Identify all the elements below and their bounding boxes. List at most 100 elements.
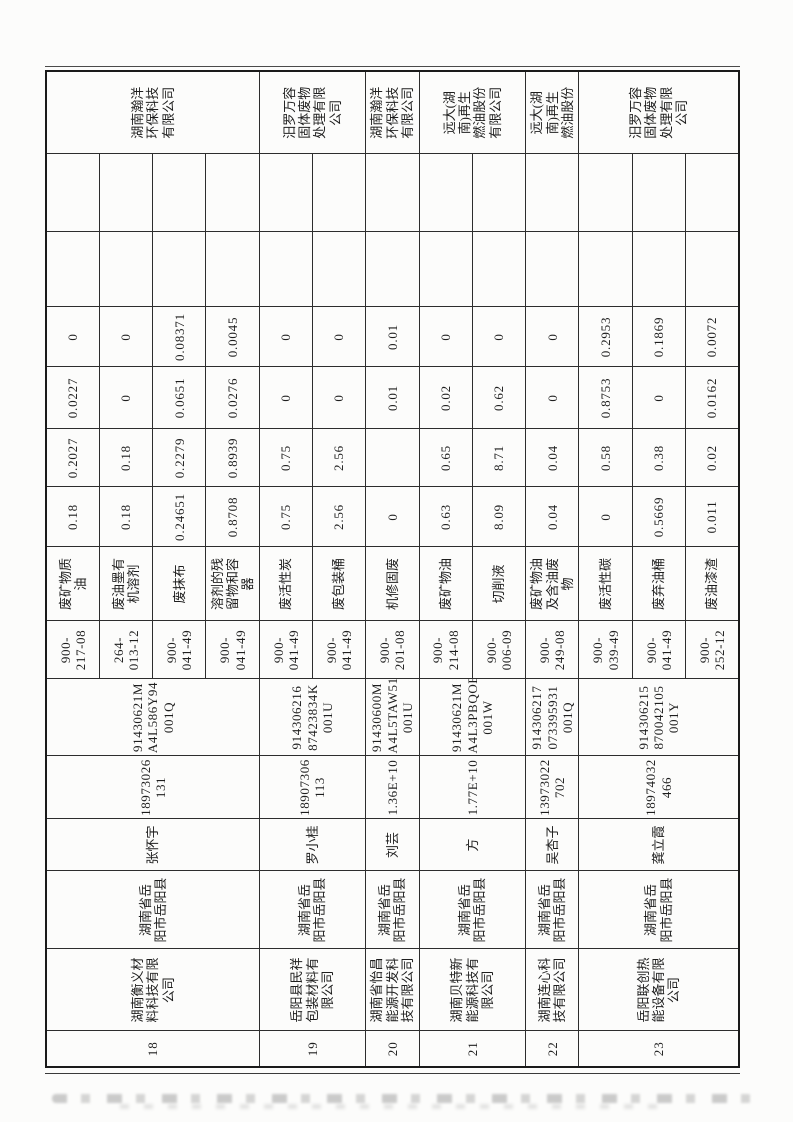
table-row: 21 湖南贝特新 能源科技有 限公司 湖南省岳 阳市岳阳县方 1.77E+10 9143…: [419, 71, 526, 1067]
table-row: 19 岳阳县民祥 包装材料有 限公司 湖南省岳 阳市岳阳县 罗小桂 18907306 1…: [259, 71, 366, 1067]
cell-row-number: 18: [46, 1031, 260, 1067]
cell-empty-a: [525, 232, 579, 307]
cell-waste-code: 900- 217-08: [46, 621, 100, 679]
cell-quantity-1: 0: [578, 487, 633, 547]
table-row: 22 湖南连心科 技有限公司 湖南省岳 阳市岳阳县 吴杏子 13973022 702 91…: [525, 71, 579, 1067]
cell-company-name: 湖南贝特新 能源科技有 限公司: [419, 949, 526, 1031]
cell-credit-code: 91430621M A4L586Y94 001Q: [46, 679, 260, 756]
cell-quantity-3: 0.0227: [46, 367, 100, 429]
cell-credit-code: 914306217 073395931 001Q: [525, 679, 579, 756]
cell-phone-number: 18973026 131: [46, 756, 260, 819]
cell-quantity-2: 0.04: [525, 429, 579, 487]
rotated-table-area: 18 湖南衡义材 料科技有限 公司 湖南省岳 阳市岳阳县 张怀宇 18973026 13…: [45, 70, 740, 1068]
cell-location: 湖南省岳 阳市岳阳县: [525, 871, 579, 949]
cell-waste-code: 264- 013-12: [99, 621, 153, 679]
cell-empty-a: [632, 232, 686, 307]
cell-phone-number: 18907306 113: [259, 756, 366, 819]
cell-empty-a: [46, 232, 100, 307]
scan-smudge: [52, 1094, 752, 1103]
cell-location: 湖南省岳 阳市岳阳县: [259, 871, 366, 949]
cell-quantity-2: 0.2027: [46, 429, 100, 487]
cell-quantity-1: 0.63: [419, 487, 473, 547]
cell-quantity-1: 0: [365, 487, 420, 547]
cell-receiver-name: 湖南瀚洋 环保科技 有限公司: [46, 71, 260, 154]
cell-row-number: 23: [578, 1031, 739, 1067]
cell-empty-a: [365, 232, 420, 307]
cell-company-name: 湖南连心科 技有限公司: [525, 949, 579, 1031]
cell-quantity-4: 0: [99, 307, 153, 367]
cell-empty-a: [99, 232, 153, 307]
cell-waste-name: 废油漆渣: [685, 547, 739, 621]
cell-quantity-4: 0.1869: [632, 307, 686, 367]
cell-quantity-1: 0.24651: [152, 487, 206, 547]
scan-smudge-faint: [120, 1104, 660, 1109]
cell-waste-name: 溶剂的残 留物和容 器: [205, 547, 260, 621]
cell-waste-name: 废矿物油: [419, 547, 473, 621]
cell-waste-code: 900- 201-08: [365, 621, 420, 679]
cell-empty-b: [46, 154, 100, 232]
cell-quantity-3: 0.8753: [578, 367, 633, 429]
cell-receiver-name: 远大(湖 南)再生 燃油股份: [525, 71, 579, 154]
waste-transfer-table: 18 湖南衡义材 料科技有限 公司 湖南省岳 阳市岳阳县 张怀宇 18973026 13…: [45, 70, 740, 1068]
cell-waste-name: 废矿物质 油: [46, 547, 100, 621]
table-body: 18 湖南衡义材 料科技有限 公司 湖南省岳 阳市岳阳县 张怀宇 18973026 13…: [46, 71, 739, 1067]
cell-quantity-2: 0.02: [685, 429, 739, 487]
cell-waste-code: 900- 249-08: [525, 621, 579, 679]
cell-receiver-name: 汨罗万容 固体废物 处理有限 公司: [578, 71, 739, 154]
cell-receiver-name: 汨罗万容 固体废物 处理有限 公司: [259, 71, 366, 154]
cell-row-number: 21: [419, 1031, 526, 1067]
cell-quantity-4: 0: [419, 307, 473, 367]
cell-quantity-3: 0: [312, 367, 366, 429]
cell-credit-code: 91430600M A4L5TAW51 001U: [365, 679, 420, 756]
cell-empty-a: [152, 232, 206, 307]
cell-empty-b: [525, 154, 579, 232]
cell-quantity-2: 0.8939: [205, 429, 260, 487]
cell-credit-code: 914306215 870042105 001Y: [578, 679, 739, 756]
cell-waste-name: 废包装桶: [312, 547, 366, 621]
cell-empty-b: [632, 154, 686, 232]
cell-quantity-4: 0.08371: [152, 307, 206, 367]
cell-quantity-1: 0.75: [259, 487, 313, 547]
cell-quantity-2: 0.38: [632, 429, 686, 487]
cell-phone-number: 1.36E+10: [365, 756, 420, 819]
cell-quantity-4: 0: [312, 307, 366, 367]
cell-quantity-4: 0.2953: [578, 307, 633, 367]
cell-waste-name: 切削液: [472, 547, 526, 621]
cell-waste-name: 废弃油桶: [632, 547, 686, 621]
cell-phone-number: 1.77E+10: [419, 756, 526, 819]
cell-quantity-3: 0: [99, 367, 153, 429]
cell-company-name: 湖南省怡昌 能源开发科 技有限公司: [365, 949, 420, 1031]
cell-quantity-2: 8.71: [472, 429, 526, 487]
table-bottom-double-rule: [45, 1073, 740, 1074]
cell-contact-name: 方: [419, 819, 526, 871]
cell-contact-name: 吴杏子: [525, 819, 579, 871]
cell-waste-name: 废活性炭: [259, 547, 313, 621]
cell-quantity-4: 0: [46, 307, 100, 367]
cell-quantity-4: 0: [259, 307, 313, 367]
table-top-double-rule: [45, 66, 740, 67]
cell-waste-name: 废活性碳: [578, 547, 633, 621]
cell-empty-a: [419, 232, 473, 307]
cell-empty-a: [685, 232, 739, 307]
table-row: 20 湖南省怡昌 能源开发科 技有限公司 湖南省岳 阳市岳阳县 刘芸 1.36E+10 9…: [365, 71, 420, 1067]
cell-quantity-3: 0.02: [419, 367, 473, 429]
cell-quantity-1: 8.09: [472, 487, 526, 547]
cell-receiver-name: 湖南瀚洋 环保科技 有限公司: [365, 71, 420, 154]
cell-company-name: 岳阳县民祥 包装材料有 限公司: [259, 949, 366, 1031]
cell-waste-name: 机修固废: [365, 547, 420, 621]
cell-quantity-2: 0.2279: [152, 429, 206, 487]
cell-receiver-name: 远大(湖 南)再生 燃油股份 有限公司: [419, 71, 526, 154]
cell-quantity-3: 0: [632, 367, 686, 429]
cell-quantity-4: 0: [525, 307, 579, 367]
cell-empty-b: [152, 154, 206, 232]
cell-quantity-2: [365, 429, 420, 487]
cell-row-number: 22: [525, 1031, 579, 1067]
table-row: 18 湖南衡义材 料科技有限 公司 湖南省岳 阳市岳阳县 张怀宇 18973026 13…: [46, 71, 260, 1067]
cell-quantity-3: 0.0276: [205, 367, 260, 429]
cell-quantity-3: 0: [525, 367, 579, 429]
cell-quantity-2: 0.18: [99, 429, 153, 487]
cell-waste-code: 900- 041-49: [205, 621, 260, 679]
cell-waste-code: 900- 252-12: [685, 621, 739, 679]
cell-waste-code: 900- 214-08: [419, 621, 473, 679]
